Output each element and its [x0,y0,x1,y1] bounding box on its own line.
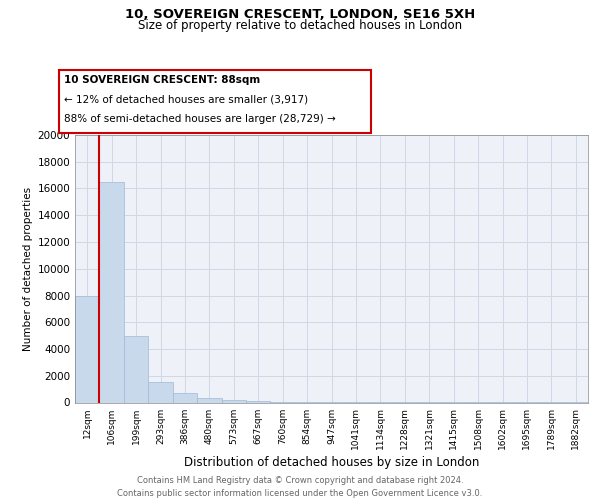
Bar [148,382,173,402]
Text: 88% of semi-detached houses are larger (28,729) →: 88% of semi-detached houses are larger (… [64,114,335,124]
Text: ← 12% of detached houses are smaller (3,917): ← 12% of detached houses are smaller (3,… [64,94,308,104]
Bar [197,398,221,402]
Bar [100,182,124,402]
Text: 10, SOVEREIGN CRESCENT, LONDON, SE16 5XH: 10, SOVEREIGN CRESCENT, LONDON, SE16 5XH [125,8,475,20]
Bar [124,336,148,402]
Text: 10 SOVEREIGN CRESCENT: 88sqm: 10 SOVEREIGN CRESCENT: 88sqm [64,75,260,85]
Bar [173,393,197,402]
Text: Contains HM Land Registry data © Crown copyright and database right 2024.: Contains HM Land Registry data © Crown c… [137,476,463,485]
Bar [221,400,246,402]
X-axis label: Distribution of detached houses by size in London: Distribution of detached houses by size … [184,456,479,469]
Text: Size of property relative to detached houses in London: Size of property relative to detached ho… [138,19,462,32]
Bar [75,296,100,403]
Y-axis label: Number of detached properties: Number of detached properties [23,186,33,351]
Text: Contains public sector information licensed under the Open Government Licence v3: Contains public sector information licen… [118,489,482,498]
